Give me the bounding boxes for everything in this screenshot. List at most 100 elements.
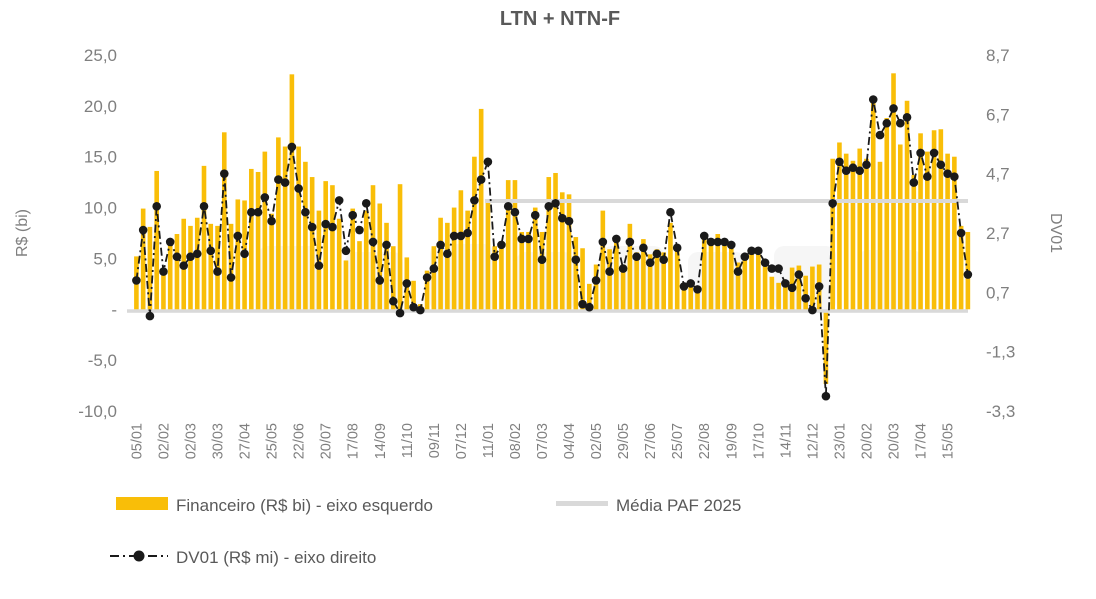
dv01-marker	[233, 231, 243, 241]
financeiro-bar	[918, 133, 923, 310]
financeiro-bar	[647, 254, 653, 310]
financeiro-bar	[357, 241, 362, 310]
right-axis-tick-label: 8,7	[986, 46, 1010, 65]
dv01-marker	[787, 283, 797, 293]
legend-financeiro-label: Financeiro (R$ bi) - eixo esquerdo	[176, 496, 433, 515]
dv01-marker	[889, 104, 898, 113]
x-axis-label: 22/08	[697, 423, 713, 459]
dv01-marker	[639, 243, 648, 253]
financeiro-bar	[857, 148, 863, 310]
financeiro-bar	[370, 185, 376, 310]
financeiro-bar	[343, 260, 349, 310]
financeiro-bar	[668, 222, 673, 310]
dv01-marker	[801, 293, 810, 303]
financeiro-bar	[499, 241, 504, 310]
dv01-marker	[307, 222, 317, 232]
financeiro-bar	[276, 137, 281, 310]
dv01-marker	[781, 279, 790, 288]
financeiro-bar	[600, 210, 606, 310]
financeiro-bar	[837, 142, 842, 310]
dv01-marker	[916, 148, 925, 158]
dv01-marker	[206, 246, 216, 256]
legend-dv01-marker-icon	[133, 550, 145, 562]
x-axis-label: 23/01	[832, 423, 848, 459]
chart-title: LTN + NTN-F	[500, 8, 620, 30]
dv01-marker	[625, 237, 635, 247]
financeiro-bar	[904, 100, 910, 310]
dv01-marker	[618, 264, 628, 273]
financeiro-bar	[249, 168, 254, 310]
financeiro-bar	[303, 161, 308, 310]
financeiro-bar	[945, 153, 950, 310]
financeiro-bar	[458, 190, 464, 310]
dv01-marker	[956, 228, 966, 238]
left-axis-tick-label: 25,0	[84, 46, 117, 65]
financeiro-bar	[688, 282, 694, 310]
left-axis-tick-label: -10,0	[78, 402, 117, 421]
dv01-marker	[314, 261, 324, 270]
financeiro-bar	[607, 249, 612, 310]
financeiro-bar	[931, 130, 937, 310]
financeiro-bar	[864, 158, 869, 310]
financeiro-bar	[701, 234, 707, 310]
financeiro-bar	[674, 246, 680, 310]
financeiro-bar	[201, 165, 207, 310]
dv01-marker	[537, 255, 547, 264]
financeiro-bar	[532, 207, 538, 310]
financeiro-bar	[708, 241, 714, 310]
dv01-marker	[388, 296, 398, 306]
financeiro-bar	[235, 199, 241, 310]
dv01-marker	[808, 305, 817, 315]
dv01-marker	[355, 225, 364, 235]
dv01-marker	[693, 285, 702, 294]
dv01-marker	[828, 199, 837, 208]
dv01-line	[135, 99, 969, 397]
dv01-marker	[909, 178, 919, 187]
financeiro-bar	[282, 146, 288, 310]
financeiro-bar	[911, 175, 917, 310]
financeiro-bar	[512, 180, 518, 310]
dv01-marker	[274, 175, 283, 184]
dv01-marker	[666, 207, 675, 217]
dv01-marker	[902, 113, 912, 122]
dv01-marker	[591, 276, 601, 285]
financeiro-bar	[580, 248, 585, 310]
dv01-marker	[145, 311, 155, 321]
x-axis-label: 19/09	[724, 423, 740, 459]
x-axis-label: 07/12	[454, 423, 470, 459]
dv01-marker	[382, 240, 391, 250]
financeiro-bar	[573, 237, 579, 310]
financeiro-bar	[147, 226, 153, 310]
dv01-marker	[733, 267, 743, 276]
dv01-marker	[774, 264, 783, 273]
dv01-marker	[578, 299, 587, 309]
financeiro-bar	[769, 276, 775, 310]
dv01-marker	[463, 228, 472, 238]
dv01-marker	[652, 249, 662, 259]
dv01-marker	[726, 240, 736, 250]
dv01-marker	[226, 273, 236, 282]
dv01-marker	[497, 240, 506, 250]
financeiro-bar	[762, 264, 768, 310]
x-axis-label: 17/04	[914, 423, 930, 459]
dv01-marker	[328, 222, 337, 232]
financeiro-bar	[897, 144, 903, 310]
left-axis-tick-label: -5,0	[88, 351, 117, 370]
x-axis-label: 05/01	[129, 423, 145, 459]
right-axis-tick-label: -1,3	[986, 343, 1015, 362]
dv01-marker	[686, 279, 696, 288]
financeiro-bar	[722, 239, 727, 310]
dv01-marker	[936, 160, 946, 170]
x-axis-label: 20/03	[887, 423, 903, 459]
dv01-marker	[672, 243, 682, 253]
dv01-marker	[632, 252, 641, 262]
financeiro-bar	[519, 231, 525, 310]
financeiro-bar	[296, 146, 301, 310]
dv01-marker	[260, 193, 270, 202]
dv01-marker	[280, 178, 290, 187]
dv01-marker	[503, 202, 513, 211]
dv01-marker	[551, 199, 560, 208]
dv01-marker	[862, 160, 871, 170]
financeiro-bar	[681, 283, 687, 310]
x-axis-label: 30/03	[211, 423, 227, 459]
